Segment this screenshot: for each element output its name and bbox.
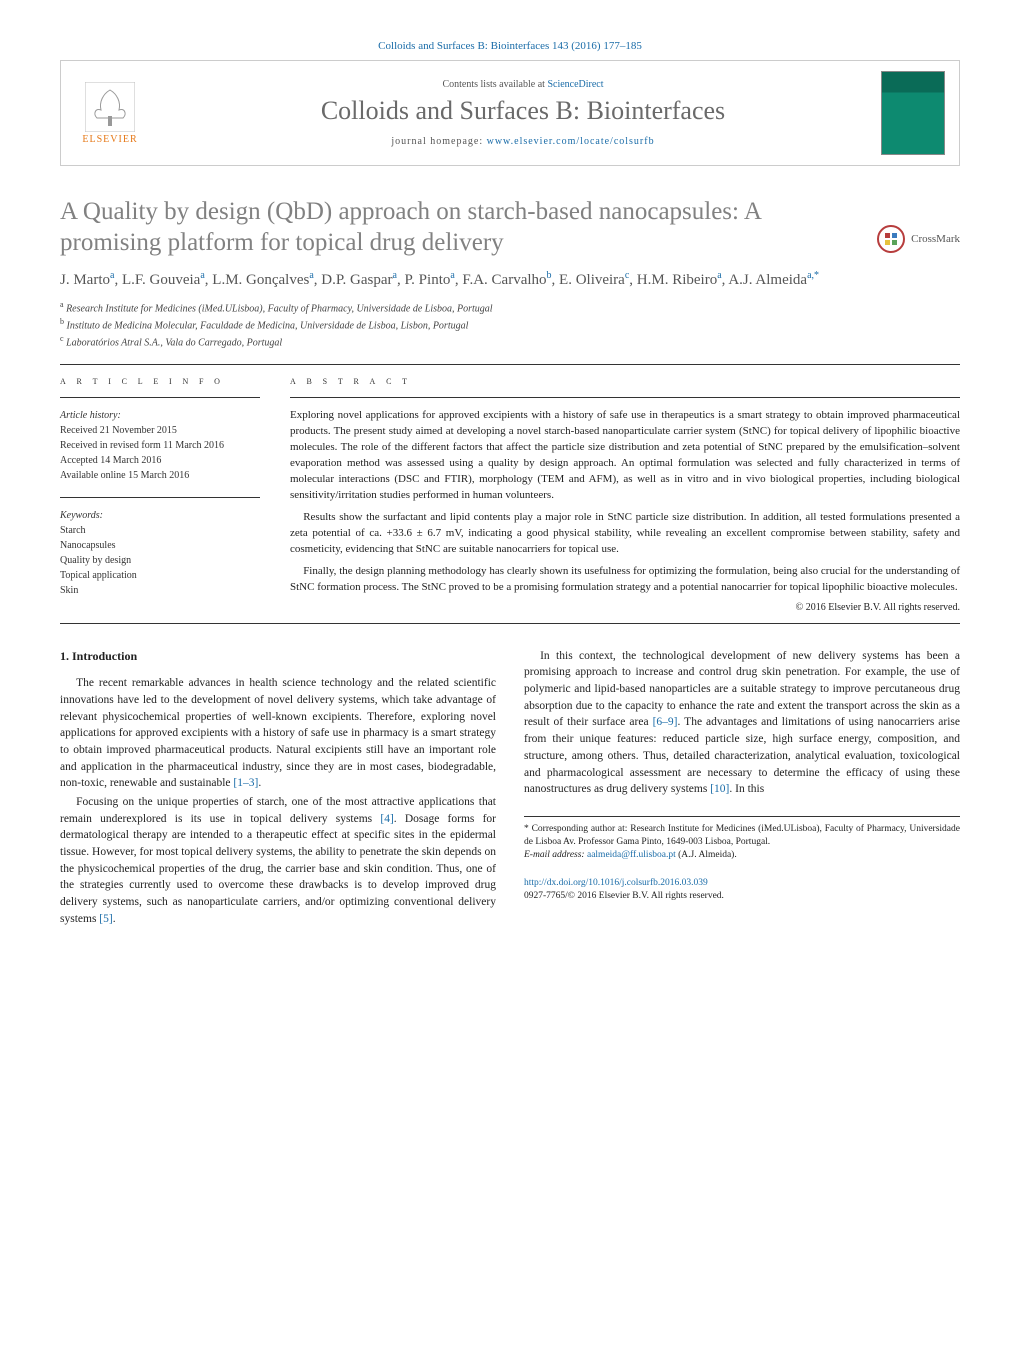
history-item: Available online 15 March 2016 xyxy=(60,468,260,483)
rule-info xyxy=(60,397,260,398)
body-columns: 1. Introduction The recent remarkable ad… xyxy=(60,648,960,927)
affiliations: a Research Institute for Medicines (iMed… xyxy=(60,299,960,351)
doi-block: http://dx.doi.org/10.1016/j.colsurfb.201… xyxy=(524,877,960,904)
elsevier-logo: ELSEVIER xyxy=(75,78,145,148)
keyword: Topical application xyxy=(60,568,260,583)
rule-bottom xyxy=(60,623,960,624)
elsevier-tree-icon xyxy=(85,82,135,132)
affiliation: a Research Institute for Medicines (iMed… xyxy=(60,299,960,316)
abstract-label: a b s t r a c t xyxy=(290,375,960,387)
rule-top xyxy=(60,364,960,365)
abstract-paragraph: Exploring novel applications for approve… xyxy=(290,408,960,504)
contents-line: Contents lists available at ScienceDirec… xyxy=(165,79,881,90)
author-list: J. Martoa, L.F. Gouveiaa, L.M. Gonçalves… xyxy=(60,269,960,291)
rule-kw xyxy=(60,497,260,498)
article-info-label: a r t i c l e i n f o xyxy=(60,375,260,387)
article-title: A Quality by design (QbD) approach on st… xyxy=(60,196,960,259)
article-history: Article history: Received 21 November 20… xyxy=(60,408,260,483)
email-link[interactable]: aalmeida@ff.ulisboa.pt xyxy=(587,850,676,860)
elsevier-wordmark: ELSEVIER xyxy=(82,134,137,145)
sciencedirect-link[interactable]: ScienceDirect xyxy=(547,79,603,90)
body-paragraph: The recent remarkable advances in health… xyxy=(60,675,496,792)
crossmark-icon xyxy=(877,225,905,253)
keywords-block: Keywords: StarchNanocapsulesQuality by d… xyxy=(60,508,260,598)
journal-header-box: ELSEVIER Contents lists available at Sci… xyxy=(60,60,960,166)
abstract-copyright: © 2016 Elsevier B.V. All rights reserved… xyxy=(290,602,960,613)
keywords-label: Keywords: xyxy=(60,508,260,523)
article-info-col: a r t i c l e i n f o Article history: R… xyxy=(60,375,260,612)
email-label: E-mail address: xyxy=(524,850,587,860)
doi-link[interactable]: http://dx.doi.org/10.1016/j.colsurfb.201… xyxy=(524,878,708,888)
abstract-paragraph: Results show the surfactant and lipid co… xyxy=(290,510,960,558)
body-paragraph: Focusing on the unique properties of sta… xyxy=(60,794,496,927)
correspondence-footnote: * Corresponding author at: Research Inst… xyxy=(524,816,960,863)
abstract-col: a b s t r a c t Exploring novel applicat… xyxy=(290,375,960,612)
body-paragraph: In this context, the technological devel… xyxy=(524,648,960,798)
keyword: Nanocapsules xyxy=(60,538,260,553)
keyword: Quality by design xyxy=(60,553,260,568)
journal-cover-thumb xyxy=(881,71,945,155)
keyword: Starch xyxy=(60,523,260,538)
homepage-prefix: journal homepage: xyxy=(391,136,486,147)
homepage-link[interactable]: www.elsevier.com/locate/colsurfb xyxy=(487,136,655,147)
header-center: Contents lists available at ScienceDirec… xyxy=(165,79,881,147)
abstract-text: Exploring novel applications for approve… xyxy=(290,408,960,595)
email-who: (A.J. Almeida). xyxy=(676,850,737,860)
history-item: Received 21 November 2015 xyxy=(60,423,260,438)
affiliation: c Laboratórios Atral S.A., Vala do Carre… xyxy=(60,333,960,350)
history-label: Article history: xyxy=(60,408,260,423)
corresponding-author: * Corresponding author at: Research Inst… xyxy=(524,823,960,850)
crossmark-badge[interactable]: CrossMark xyxy=(877,225,960,253)
issn-copyright: 0927-7765/© 2016 Elsevier B.V. All right… xyxy=(524,891,724,901)
homepage-line: journal homepage: www.elsevier.com/locat… xyxy=(165,136,881,147)
journal-title: Colloids and Surfaces B: Biointerfaces xyxy=(165,96,881,126)
keyword: Skin xyxy=(60,583,260,598)
contents-prefix: Contents lists available at xyxy=(442,79,547,90)
history-item: Received in revised form 11 March 2016 xyxy=(60,438,260,453)
history-item: Accepted 14 March 2016 xyxy=(60,453,260,468)
affiliation: b Instituto de Medicina Molecular, Facul… xyxy=(60,316,960,333)
abstract-paragraph: Finally, the design planning methodology… xyxy=(290,564,960,596)
meta-row: a r t i c l e i n f o Article history: R… xyxy=(60,375,960,612)
rule-abs xyxy=(290,397,960,398)
email-line: E-mail address: aalmeida@ff.ulisboa.pt (… xyxy=(524,849,960,862)
journal-ref-link[interactable]: Colloids and Surfaces B: Biointerfaces 1… xyxy=(60,40,960,52)
intro-heading: 1. Introduction xyxy=(60,648,496,665)
crossmark-label: CrossMark xyxy=(911,233,960,245)
